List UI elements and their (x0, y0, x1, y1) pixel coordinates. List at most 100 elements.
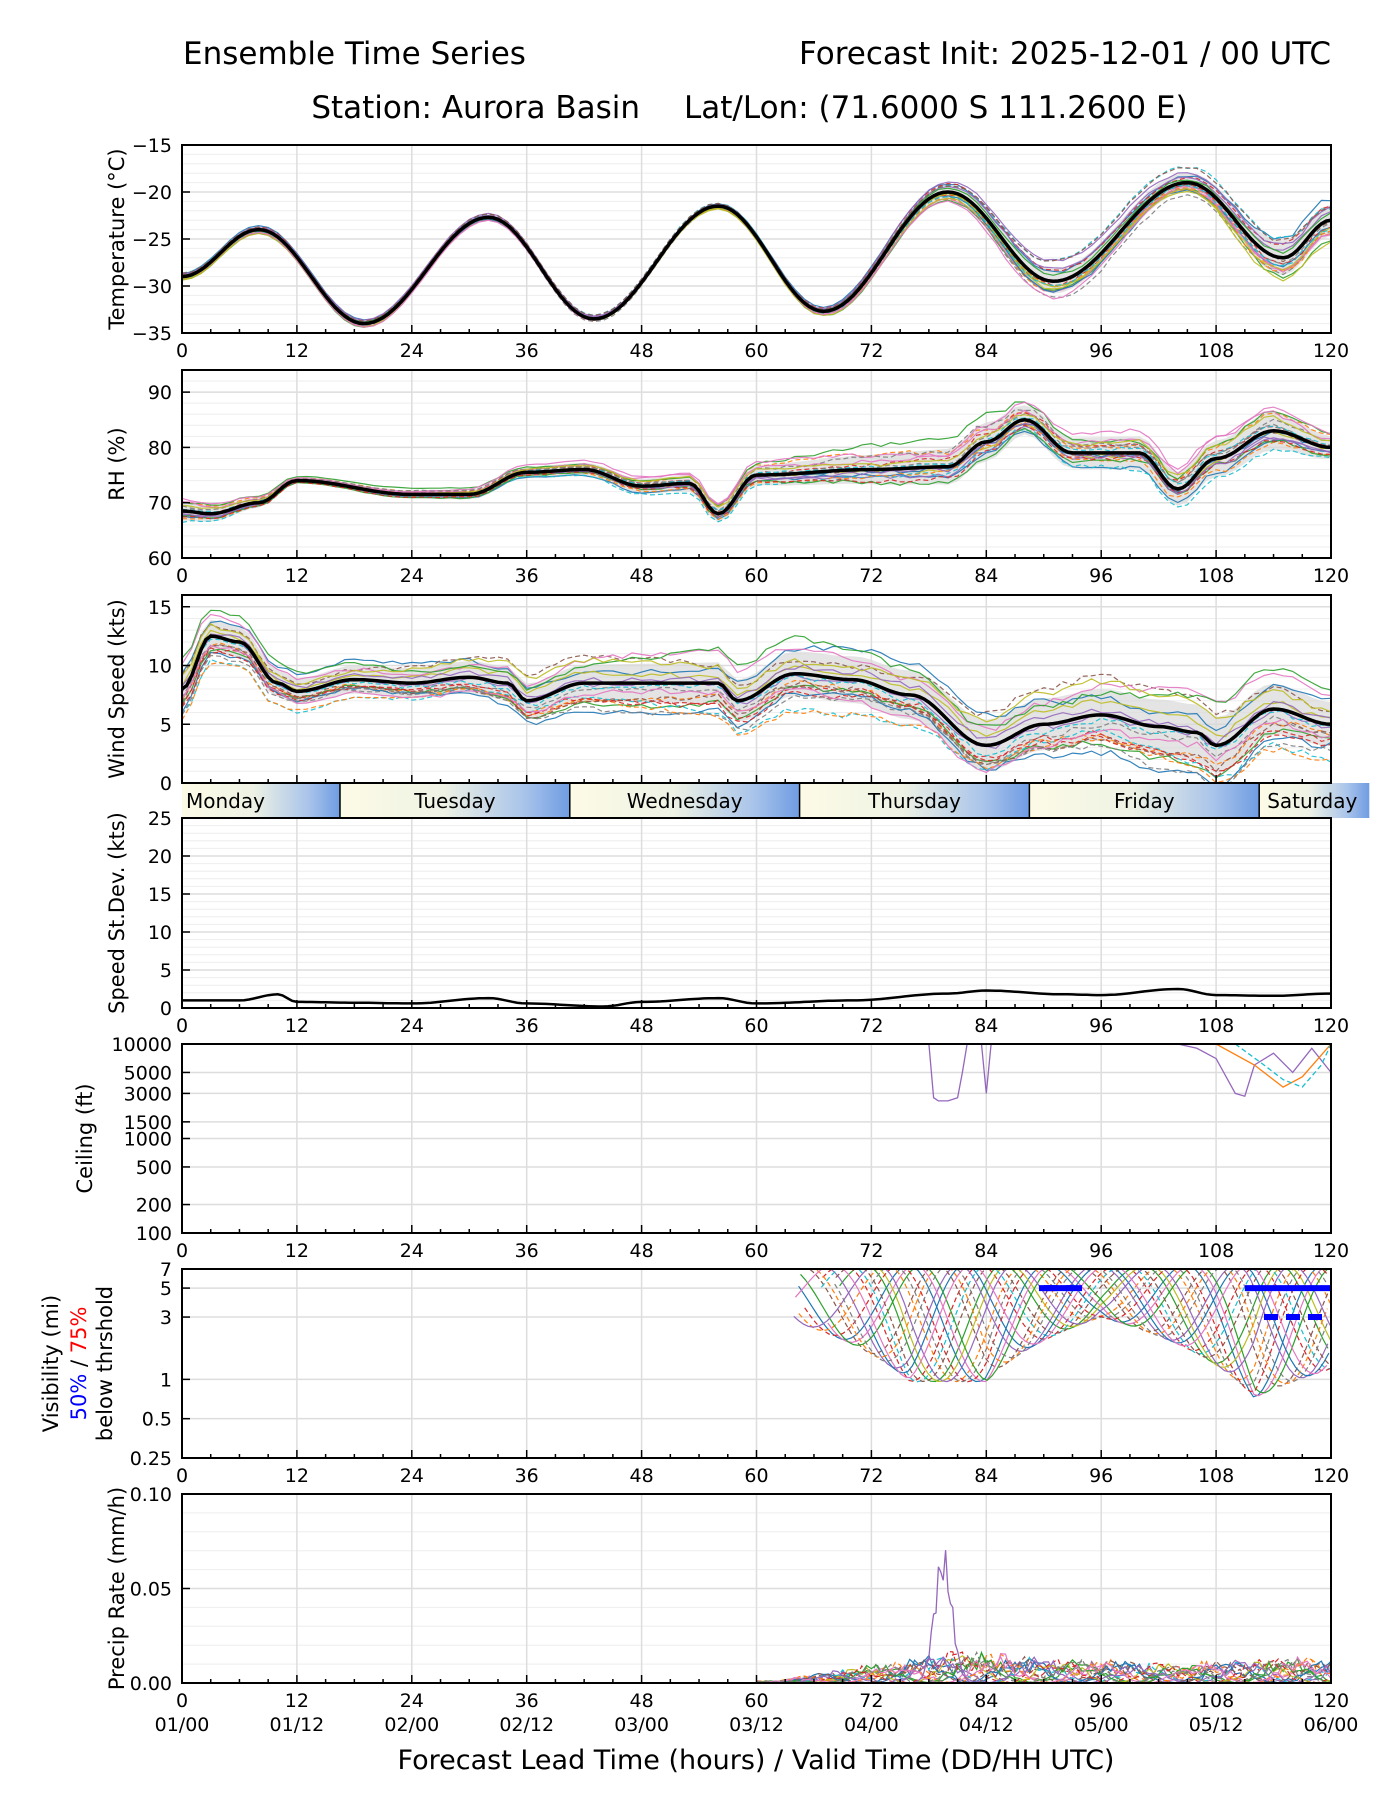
day-label-friday: Friday (1114, 789, 1175, 813)
day-band-monday (182, 783, 340, 818)
member-line (182, 401, 1331, 509)
x-tick-label: 60 (744, 565, 768, 587)
x-tick-label: 108 (1198, 340, 1234, 362)
y-tick-label: 10000 (112, 1034, 172, 1056)
plot-area-temperature (182, 166, 1331, 328)
x-tick-label: 120 (1313, 565, 1349, 587)
x-tick-label: 12 (285, 1240, 309, 1262)
member-line (980, 1044, 992, 1094)
y-tick-label: 0.5 (142, 1409, 172, 1431)
ensemble-mean-line (182, 634, 1331, 748)
member-line (182, 184, 1331, 326)
member-line (798, 1269, 1317, 1398)
y-tick-label: 0 (160, 998, 172, 1020)
valid-time-label: 02/12 (499, 1714, 554, 1736)
x-tick-label: 36 (515, 565, 539, 587)
x-tick-label: 72 (859, 1690, 883, 1712)
plot-area-wind (182, 609, 1331, 783)
station-name: Station: Aurora Basin (311, 90, 640, 126)
member-line (756, 1650, 1331, 1683)
valid-time-label: 02/00 (384, 1714, 439, 1736)
label-50-percent: 50% (67, 1374, 91, 1421)
x-tick-label: 108 (1198, 1015, 1234, 1037)
x-tick-label: 0 (176, 565, 188, 587)
y-tick-label: 1000 (124, 1129, 172, 1151)
x-tick-label: 48 (630, 1465, 654, 1487)
y-tick-label: 70 (148, 493, 172, 515)
x-tick-label: 48 (630, 1690, 654, 1712)
member-line (182, 424, 1331, 520)
member-line (871, 1269, 1328, 1387)
y-tick-label: 0.25 (130, 1448, 172, 1470)
y-axis-label: Visibility (mi) (39, 1295, 63, 1432)
y-tick-label: 500 (136, 1157, 172, 1179)
member-line (756, 1657, 1331, 1683)
member-line (182, 401, 1331, 507)
member-line (182, 408, 1331, 512)
x-tick-label: 96 (1089, 1015, 1113, 1037)
x-tick-label: 0 (176, 1240, 188, 1262)
y-tick-label: 10 (148, 922, 172, 944)
station-latlon: Lat/Lon: (71.6000 S 111.2600 E) (684, 90, 1188, 126)
x-tick-label: 12 (285, 1465, 309, 1487)
y-tick-label: 60 (148, 548, 172, 570)
member-line (793, 1269, 1331, 1383)
valid-time-label: 04/00 (844, 1714, 899, 1736)
y-tick-label: 7 (160, 1259, 172, 1281)
x-tick-label: 108 (1198, 1465, 1234, 1487)
y-axis-label: Temperature (°C) (105, 148, 129, 330)
y-axis-label: Precip Rate (mm/h) (105, 1487, 129, 1690)
x-tick-label: 48 (630, 1015, 654, 1037)
day-label-saturday: Saturday (1267, 789, 1357, 813)
x-tick-label: 108 (1198, 565, 1234, 587)
x-tick-label: 96 (1089, 340, 1113, 362)
x-tick-label: 0 (176, 1465, 188, 1487)
x-tick-label: 60 (744, 1465, 768, 1487)
day-band-wednesday (569, 783, 800, 818)
y-axis-sublabel: below thrshold (93, 1286, 117, 1441)
x-tick-label: 84 (974, 1240, 998, 1262)
x-tick-label: 36 (515, 1240, 539, 1262)
member-line (868, 1269, 1330, 1377)
y-tick-label: 0.10 (130, 1484, 172, 1506)
valid-time-label: 05/12 (1189, 1714, 1244, 1736)
x-tick-label: 12 (285, 1690, 309, 1712)
ensemble-mean-line (182, 180, 1331, 326)
y-tick-label: 200 (136, 1195, 172, 1217)
y-tick-label: 10 (148, 656, 172, 678)
member-line (182, 167, 1331, 322)
y-tick-label: 20 (148, 846, 172, 868)
member-line (182, 644, 1331, 774)
x-tick-label: 36 (515, 1690, 539, 1712)
day-label-wednesday: Wednesday (627, 789, 743, 813)
x-tick-label: 48 (630, 1240, 654, 1262)
member-line (756, 1651, 1331, 1683)
member-line (182, 166, 1331, 323)
y-axis-label: Wind Speed (kts) (105, 599, 129, 779)
member-line (822, 1269, 1331, 1383)
x-tick-label: 0 (176, 340, 188, 362)
label-slash: / (67, 1353, 91, 1373)
member-line (928, 1044, 968, 1102)
member-line (835, 1269, 1330, 1383)
day-band-saturday (1259, 783, 1370, 818)
member-line (182, 651, 1331, 783)
member-line (820, 1269, 1330, 1383)
x-tick-label: 96 (1089, 1240, 1113, 1262)
x-tick-label: 96 (1089, 1465, 1113, 1487)
member-line (182, 613, 1331, 731)
y-tick-label: −30 (132, 276, 172, 298)
valid-time-label: 05/00 (1074, 1714, 1129, 1736)
x-tick-label: 48 (630, 340, 654, 362)
day-label-thursday: Thursday (867, 789, 961, 813)
y-tick-label: 15 (148, 597, 172, 619)
day-band-tuesday (339, 783, 570, 818)
y-tick-label: 90 (148, 382, 172, 404)
x-tick-label: 84 (974, 565, 998, 587)
panel-wind: 0 5 10 15 Wind Speed (kts) (105, 594, 1332, 795)
member-line (182, 194, 1331, 327)
x-tick-label: 120 (1313, 340, 1349, 362)
title-right: Forecast Init: 2025-12-01 / 00 UTC (799, 36, 1331, 72)
x-tick-label: 120 (1313, 1465, 1349, 1487)
